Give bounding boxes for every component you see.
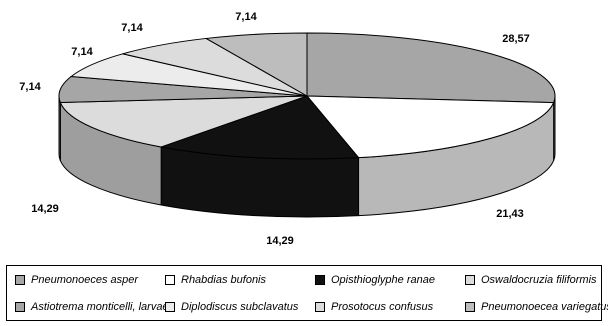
legend-item: Opisthioglyphe ranae (315, 266, 465, 293)
legend-swatch (165, 274, 175, 285)
legend: Pneumonoeces asper Rhabdias bufonis Opis… (6, 265, 608, 321)
data-label-2: 14,29 (266, 235, 294, 247)
data-label-0: 28,57 (502, 33, 530, 45)
pie-labels: 28,57 21,43 14,29 14,29 7,14 7,14 7,14 7,14 (19, 11, 529, 247)
legend-label: Diplodiscus subclavatus (181, 300, 299, 313)
pie-slice-1 (305, 95, 555, 159)
legend-item: Pneumonoecea variegatus (465, 293, 608, 320)
pie-slice-7 (204, 32, 308, 97)
legend-label: Prosotocus confusus (331, 300, 434, 313)
pie-tops (58, 32, 556, 160)
legend-swatch (315, 301, 325, 312)
legend-label: Rhabdias bufonis (181, 273, 267, 286)
legend-item: Pneumonoeces asper (15, 266, 165, 293)
legend-swatch (15, 301, 25, 312)
legend-item: Rhabdias bufonis (165, 266, 315, 293)
pie-slice-2 (159, 95, 360, 160)
data-label-3: 14,29 (31, 203, 59, 215)
data-label-1: 21,43 (496, 208, 524, 220)
pie-slice-3 (59, 95, 308, 148)
legend-swatch (165, 301, 175, 312)
pie-sides (58, 95, 556, 218)
legend-item: Prosotocus confusus (315, 293, 465, 320)
data-label-5: 7,14 (71, 46, 93, 58)
legend-label: Oswaldocruzia filiformis (481, 273, 597, 286)
legend-swatch (15, 274, 25, 285)
data-label-6: 7,14 (121, 22, 143, 34)
data-label-4: 7,14 (19, 81, 41, 93)
legend-swatch (465, 274, 475, 285)
legend-item: Astiotrema monticelli, larvae (15, 293, 169, 320)
legend-swatch (315, 274, 325, 285)
legend-label: Pneumonoeces asper (31, 273, 139, 286)
pie-slice-0 (306, 32, 556, 104)
legend-item: Oswaldocruzia filiformis (465, 266, 605, 293)
pie-side-4 (58, 95, 61, 161)
legend-label: Opisthioglyphe ranae (331, 273, 435, 286)
legend-swatch (465, 301, 475, 312)
legend-item: Diplodiscus subclavatus (165, 293, 315, 320)
legend-label: Pneumonoecea variegatus (481, 300, 608, 313)
data-label-7: 7,14 (235, 11, 257, 23)
legend-label: Astiotrema monticelli, larvae (31, 300, 169, 313)
pie-chart: 28,57 21,43 14,29 14,29 7,14 7,14 7,14 7,14 (19, 11, 556, 247)
